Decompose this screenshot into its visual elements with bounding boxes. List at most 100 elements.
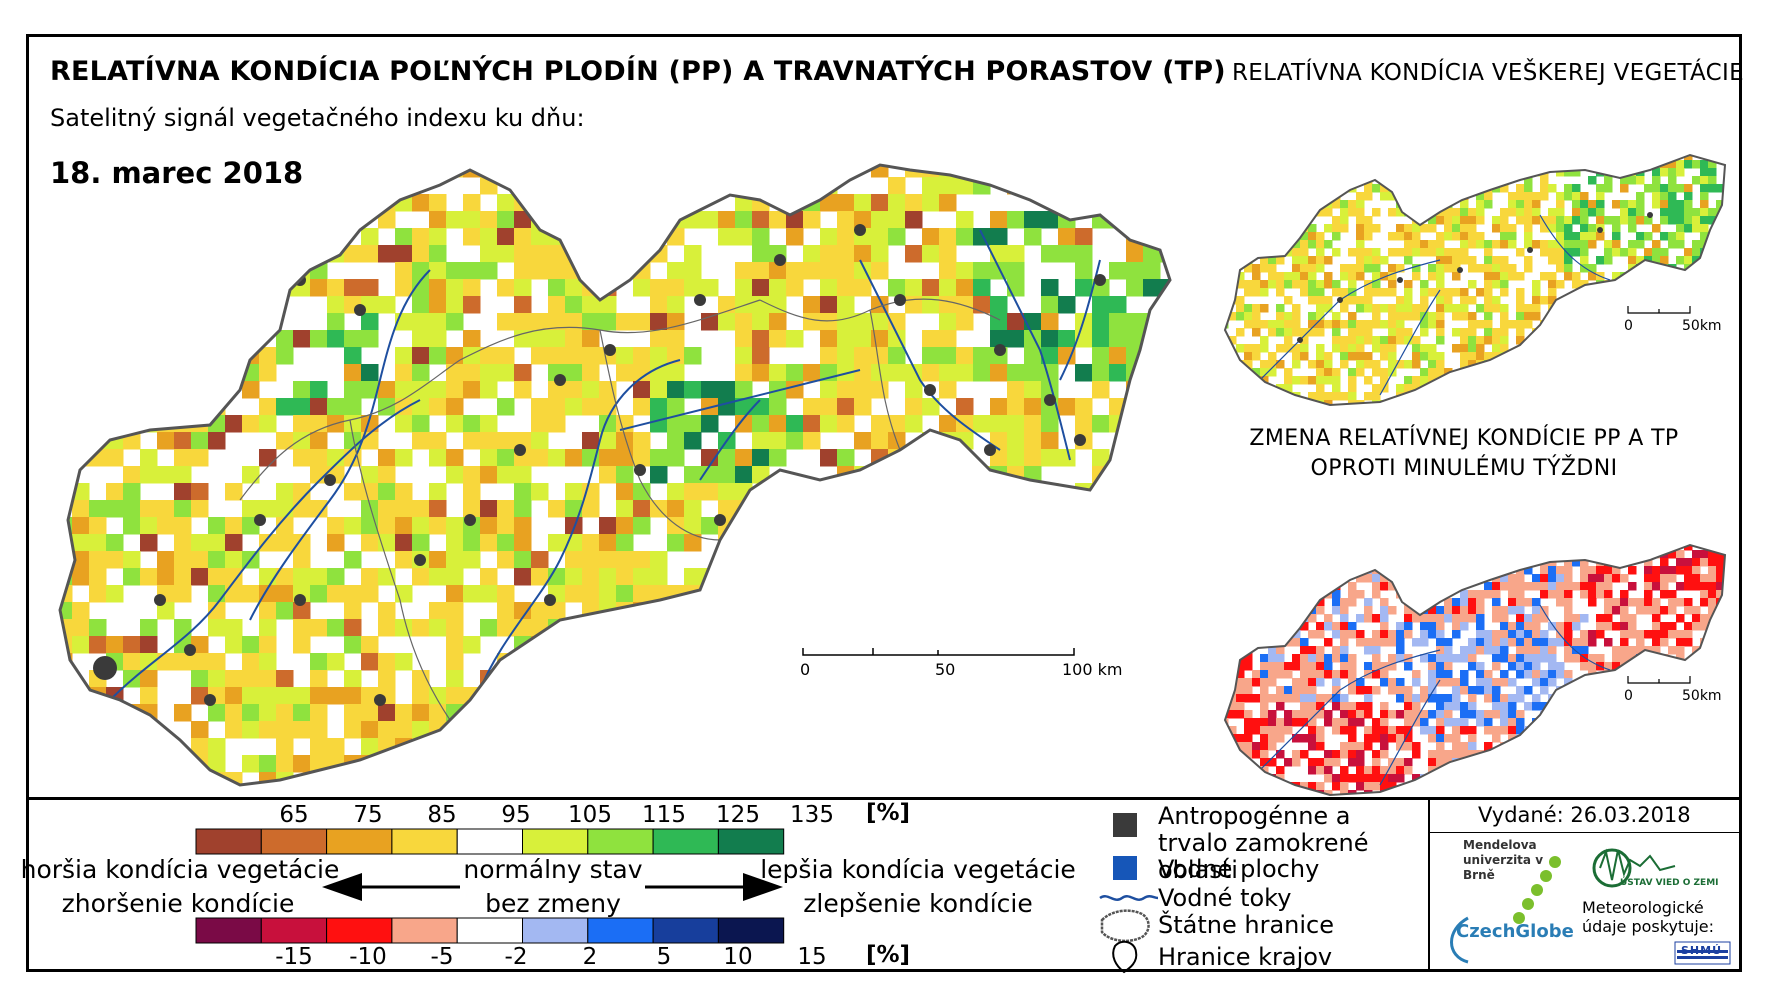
water-body-key-label: Vodné plochy [1158, 855, 1320, 883]
main-scale-label-100: 100 km [1062, 660, 1123, 679]
all-vegetation-map [1225, 155, 1725, 405]
no-change-label: bez zmeny [485, 889, 621, 918]
change-swatch [717, 917, 785, 944]
anthropogenic-area [774, 254, 786, 266]
issued-underline [1428, 832, 1742, 833]
shmu-logo-text: SHMÚ [1681, 944, 1723, 957]
issued-divider [1428, 797, 1430, 972]
anthropogenic-area [694, 294, 706, 306]
condition-tick: 105 [568, 802, 612, 828]
anthropogenic-area [714, 514, 726, 526]
anthropogenic-area [204, 694, 216, 706]
small-scale-label-0: 0 [1624, 318, 1633, 334]
change-swatch [652, 917, 719, 944]
change-scale-label-50: 50km [1682, 688, 1722, 704]
anthropogenic-area [544, 594, 556, 606]
anthropogenic-area [1074, 434, 1086, 446]
condition-tick: 125 [716, 802, 760, 828]
change-color-bar [195, 917, 785, 944]
anthropogenic-area [554, 374, 566, 386]
condition-swatch [260, 828, 328, 855]
change-tick: -15 [275, 944, 313, 970]
czechglobe-logo-icon [1450, 916, 1469, 964]
anthropogenic-key-label: Antropogénne a trvalo zamokrené oblasti [1158, 802, 1369, 884]
rivers-main [109, 229, 1101, 701]
condition-tick: 65 [279, 802, 309, 828]
anthropogenic-area [924, 384, 936, 396]
anthropogenic-area [854, 224, 866, 236]
anthropogenic-area [374, 694, 386, 706]
watercourse-key-label: Vodné toky [1158, 884, 1292, 912]
anthropogenic-area [1527, 247, 1533, 253]
anthropogenic-area [1397, 277, 1403, 283]
anthropogenic-area [354, 304, 366, 316]
normal-state-label: normálny stav [463, 855, 643, 884]
change-map [1225, 545, 1725, 795]
change-swatch [456, 917, 524, 944]
anthropogenic-key-icon [1113, 813, 1137, 837]
side-map-title: RELATÍVNA KONDÍCIA VEŠKEREJ VEGETÁCIE [1232, 60, 1744, 86]
condition-swatch [652, 828, 719, 855]
small-scale-bar [1627, 306, 1691, 684]
main-scale-bar [802, 648, 1075, 656]
state-border-key-label: Štátne hranice [1158, 911, 1334, 939]
watercourse-key-icon [1099, 894, 1159, 901]
region-border-key-icon [1112, 940, 1138, 974]
anthropogenic-area [514, 444, 526, 456]
worse-condition-label: horšia kondícia vegetácie [20, 855, 340, 884]
change-scale-label-0: 0 [1624, 688, 1633, 704]
anthropogenic-area [1297, 337, 1303, 343]
anthropogenic-area [294, 594, 306, 606]
condition-unit: [%] [866, 800, 911, 826]
ustav-logo-text: ÚSTAV VIED O ZEMI [1620, 878, 1719, 888]
change-swatch [587, 917, 654, 944]
better-condition-label: lepšia kondícia vegetácie [760, 855, 1076, 884]
change-swatch [522, 917, 589, 944]
arrow-right [645, 873, 783, 901]
condition-swatch [195, 828, 262, 855]
improvement-label: zlepšenie kondície [803, 889, 1033, 918]
change-tick: 2 [582, 944, 598, 970]
anthropogenic-area [254, 514, 266, 526]
date-label: 18. marec 2018 [50, 156, 304, 190]
region-border-key-label: Hranice krajov [1158, 943, 1333, 971]
change-tick: -10 [349, 944, 387, 970]
change-tick: 5 [656, 944, 672, 970]
anthropogenic-area [634, 464, 646, 476]
anthropogenic-area [994, 344, 1006, 356]
worsening-label: zhoršenie kondície [61, 889, 295, 918]
ustav-logo-icon [1592, 848, 1676, 888]
czechglobe-logo-text: CzechGlobe [1456, 921, 1574, 942]
anthropogenic-area [604, 344, 616, 356]
main-map [60, 165, 1170, 785]
change-swatch [391, 917, 458, 944]
mendel-logo-text: Mendelova univerzita v Brně [1463, 838, 1544, 882]
anthropogenic-area [1094, 274, 1106, 286]
anthropogenic-areas-main [93, 224, 1106, 706]
shmu-logo-icon [1674, 941, 1731, 965]
anthropogenic-area [1044, 394, 1056, 406]
legend-divider [26, 797, 1742, 800]
anthropogenic-area [464, 514, 476, 526]
condition-tick: 135 [790, 802, 834, 828]
main-scale-label-50: 50 [935, 660, 956, 679]
small-scale-label-50: 50km [1682, 318, 1722, 334]
change-swatch [260, 917, 328, 944]
anthropogenic-area [414, 554, 426, 566]
page-title: RELATÍVNA KONDÍCIA POĽNÝCH PLODÍN (PP) A… [50, 56, 1226, 87]
change-tick: -2 [504, 944, 528, 970]
change-swatch [326, 917, 393, 944]
mendel-logo-icon [1513, 856, 1561, 924]
change-swatch [195, 917, 262, 944]
anthropogenic-area [1239, 369, 1251, 381]
anthropogenic-area [894, 294, 906, 306]
anthropogenic-area [984, 444, 996, 456]
anthropogenic-area [93, 656, 117, 680]
change-tick: 15 [797, 944, 827, 970]
change-unit: [%] [866, 942, 911, 968]
page-subtitle: Satelitný signál vegetačného indexu ku d… [50, 104, 585, 132]
water-body-key-icon [1113, 856, 1137, 880]
vegetation-cells-small [1225, 155, 1725, 405]
change-map-title: ZMENA RELATÍVNEJ KONDÍCIE PP A TP OPROTI… [1249, 426, 1679, 481]
